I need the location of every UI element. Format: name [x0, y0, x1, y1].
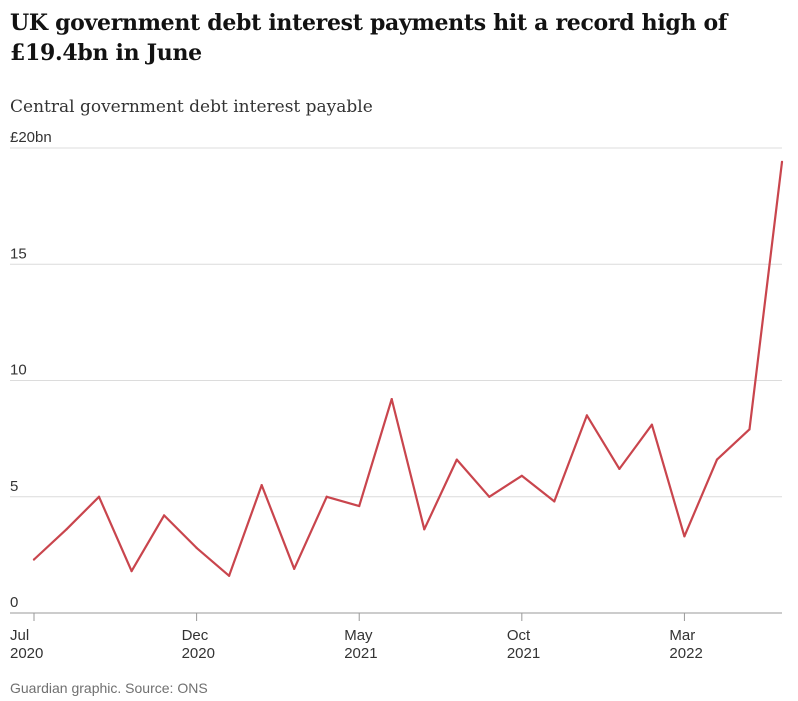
data-point [390, 398, 393, 401]
data-point [97, 495, 101, 498]
data-point [553, 500, 556, 503]
data-point [715, 458, 719, 461]
data-point [650, 423, 654, 426]
x-tick-label-month: Oct [507, 627, 531, 644]
data-point [423, 528, 426, 531]
series [32, 160, 784, 577]
data-point [748, 428, 751, 431]
x-tick-label-month: Mar [669, 627, 695, 644]
data-point [293, 567, 296, 570]
y-tick-label: 15 [10, 245, 27, 262]
chart-subtitle: Central government debt interest payable [10, 97, 373, 117]
data-point [325, 495, 328, 498]
data-point [195, 546, 198, 550]
data-point [65, 528, 68, 531]
data-point [520, 474, 523, 477]
x-tick-label-year: 2022 [669, 645, 702, 662]
y-tick-label: £20bn [10, 129, 52, 146]
y-tick-label: 10 [10, 362, 27, 379]
data-point [130, 570, 133, 573]
data-point [585, 414, 588, 417]
y-tick-label: 5 [10, 478, 18, 495]
data-point [162, 514, 166, 517]
data-point [228, 574, 231, 577]
gridlines [10, 147, 782, 498]
data-point [488, 495, 491, 498]
y-tick-label: 0 [10, 594, 18, 611]
x-tick-label-month: Jul [10, 627, 29, 644]
data-point [358, 504, 361, 508]
data-point [683, 535, 686, 538]
x-tick-label-month: Dec [182, 627, 209, 644]
data-point [780, 160, 784, 164]
x-tick-label-year: 2020 [182, 645, 215, 662]
data-point [455, 458, 458, 461]
series-line-0 [32, 160, 784, 577]
data-point [618, 467, 621, 470]
source-note: Guardian graphic. Source: ONS [10, 680, 208, 696]
x-tick-label-year: 2021 [507, 645, 540, 662]
x-tick-label-month: May [344, 627, 373, 644]
chart-title: UK government debt interest payments hit… [10, 10, 728, 66]
x-tick-label-year: 2021 [344, 645, 377, 662]
data-point [260, 484, 263, 487]
data-point [32, 558, 36, 561]
y-axis-labels: 0 5 10 15 £20bn [10, 129, 52, 611]
x-tick-label-year: 2020 [10, 645, 43, 662]
